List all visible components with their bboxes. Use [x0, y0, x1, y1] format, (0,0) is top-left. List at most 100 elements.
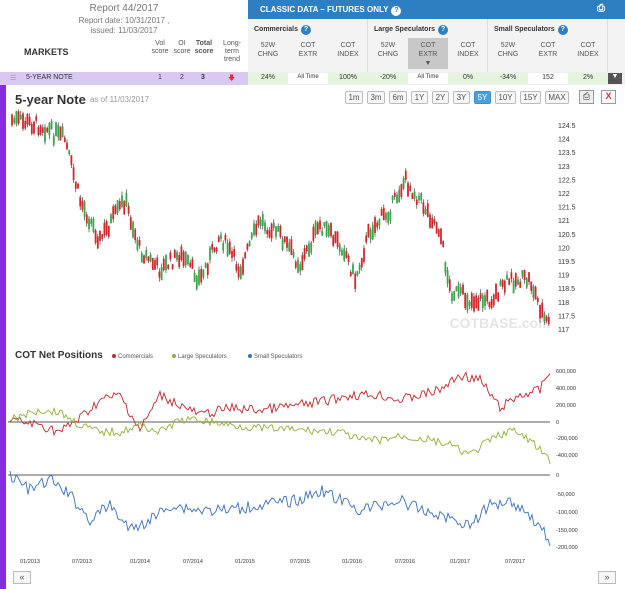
price-axis-label: 122.5 [558, 177, 576, 184]
col-cot-extr[interactable]: COT EXTR [298, 42, 318, 58]
price-candle [66, 142, 68, 150]
price-candle [459, 287, 462, 294]
prev-button[interactable]: « [13, 571, 31, 584]
price-candle [411, 193, 414, 199]
col-52w-chng[interactable]: 52W CHNG [497, 42, 519, 58]
price-candle [437, 229, 440, 237]
price-candle [420, 193, 423, 201]
price-candle [195, 275, 198, 290]
price-candle [191, 258, 194, 269]
net-axis-label: -150,000 [556, 528, 578, 534]
price-candle [462, 284, 464, 295]
price-candle [121, 195, 123, 207]
price-candle [510, 272, 513, 279]
price-candle [220, 234, 222, 239]
price-candle [530, 281, 533, 291]
vol-score-header: Vol score [151, 40, 169, 55]
price-candle [202, 269, 205, 278]
price-candle [292, 251, 295, 257]
value-cell: 0% [448, 73, 488, 84]
price-candle [94, 230, 97, 243]
price-candle [369, 229, 372, 240]
close-chart-button[interactable]: X [601, 90, 616, 104]
price-candle [253, 223, 255, 235]
price-candle [455, 286, 458, 292]
price-candle [28, 116, 31, 126]
price-axis-label: 120 [558, 245, 570, 252]
net-axis-label: 0 [556, 473, 559, 479]
price-candle [391, 196, 394, 201]
col-cot-extr[interactable]: COT EXTR [538, 42, 558, 58]
col-52w-chng[interactable]: 52W CHNG [377, 42, 399, 58]
price-candle [160, 267, 163, 281]
series-small-speculators [9, 470, 551, 547]
col-cot-index[interactable]: COT INDEX [457, 42, 479, 58]
zoom-15y-button[interactable]: 15Y [520, 91, 541, 104]
price-candle [264, 222, 266, 232]
value-cell: 152 [528, 73, 568, 84]
help-icon[interactable]: ? [300, 25, 311, 35]
sort-down-icon: ▼ [424, 60, 432, 67]
next-button[interactable]: » [598, 571, 616, 584]
price-candle [316, 222, 319, 235]
price-candle [35, 116, 38, 121]
printer-icon[interactable]: ⎙ [597, 3, 605, 14]
market-row-label[interactable]: ☰ 5-YEAR NOTE 1 2 3 🡇 [0, 72, 248, 85]
zoom-10y-button[interactable]: 10Y [495, 91, 516, 104]
zoom-2y-button[interactable]: 2Y [432, 91, 449, 104]
price-candle [244, 252, 247, 259]
col-cot-index[interactable]: COT INDEX [337, 42, 359, 58]
zoom-3m-button[interactable]: 3m [367, 91, 385, 104]
price-candle [299, 264, 302, 272]
net-axis-label: 200,000 [556, 403, 576, 409]
zoom-3y-button[interactable]: 3Y [453, 91, 470, 104]
price-candle [15, 111, 18, 125]
x-axis-label: 01/2016 [342, 559, 362, 565]
price-candle [72, 167, 75, 181]
price-candle [81, 200, 84, 210]
col-cot-index[interactable]: COT INDEX [577, 42, 599, 58]
series-commercials [9, 371, 551, 437]
price-candle [435, 222, 438, 234]
x-axis-label: 01/2014 [130, 559, 150, 565]
zoom-6m-button[interactable]: 6m [389, 91, 407, 104]
row-dropdown-icon[interactable]: ▼ [608, 73, 622, 84]
price-axis-label: 122 [558, 191, 570, 198]
net-axis-label: 0 [556, 420, 559, 426]
help-icon[interactable]: ? [557, 25, 568, 35]
market-row[interactable]: ☰ 5-YEAR NOTE 1 2 3 🡇 24% All Time 100% … [0, 72, 625, 85]
price-candle [473, 296, 475, 312]
print-chart-icon[interactable]: ⎙ [579, 90, 594, 104]
price-candle [457, 283, 460, 297]
zoom-max-button[interactable]: MAX [545, 91, 569, 104]
price-candle [521, 270, 524, 277]
price-candle [305, 245, 308, 252]
price-candle [127, 206, 130, 214]
chart-title: 5-year Note [15, 92, 86, 107]
price-candle [506, 274, 508, 280]
price-candle [290, 239, 293, 255]
price-candle [222, 243, 225, 251]
price-candle [275, 226, 277, 237]
price-candle [176, 252, 178, 260]
report-info: Report 44/2017 Report date: 10/31/2017 ,… [0, 0, 248, 72]
price-candle [257, 215, 260, 226]
price-candle [41, 127, 44, 133]
price-candle [19, 114, 22, 120]
zoom-5y-button[interactable]: 5Y [474, 91, 491, 104]
price-candle [180, 246, 183, 260]
price-candle [347, 255, 350, 262]
price-axis-label: 123.5 [558, 150, 576, 157]
x-axis-label: 07/2013 [72, 559, 92, 565]
zoom-1m-button[interactable]: 1m [345, 91, 363, 104]
col-cot-extr-selected[interactable]: COT EXTR ▼ [408, 38, 448, 69]
price-candle [99, 230, 101, 241]
price-candle [68, 150, 71, 155]
col-52w-chng[interactable]: 52W CHNG [257, 42, 279, 58]
zoom-1y-button[interactable]: 1Y [411, 91, 428, 104]
help-icon[interactable]: ? [391, 6, 402, 16]
expand-icon[interactable]: ☰ [10, 75, 17, 82]
help-icon[interactable]: ? [438, 25, 449, 35]
price-candle [303, 248, 306, 260]
legend-commercials: Commercials [112, 354, 153, 360]
